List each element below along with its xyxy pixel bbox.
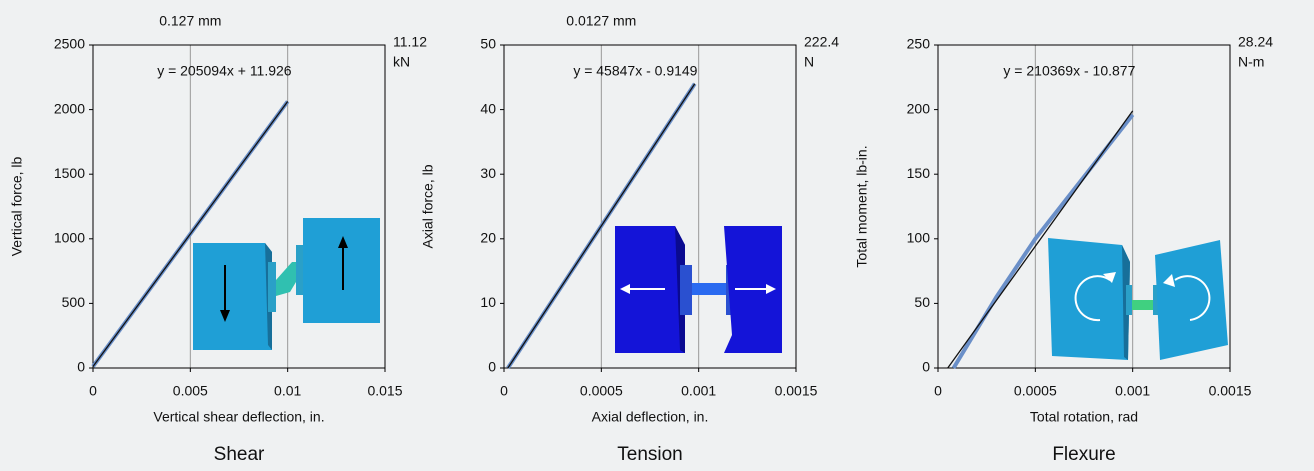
data-line [507,83,696,369]
right-annotation: 11.12 [393,34,427,50]
y-tick-label: 2000 [54,100,85,116]
plot-frame [92,44,386,369]
x-tick-label: 0.005 [173,383,208,399]
x-tick-label: 0.01 [274,383,301,399]
plot-frame [937,44,1231,369]
y-tick-label: 10 [480,294,496,310]
insets [193,218,1228,360]
y-tick-label: 30 [480,165,496,181]
x-tick-label: 0 [500,383,508,399]
right-annotation: N-m [1238,54,1264,70]
flexure-inset [1048,238,1228,360]
right-annotation: N [804,54,814,70]
y-tick-label: 0 [77,359,85,375]
data-line [947,110,1134,369]
y-axis-label: Vertical force, lb [9,156,25,256]
top-annotation: 0.0127 mm [566,13,636,29]
y-tick-label: 0 [488,359,496,375]
equation: y = 210369x - 10.877 [1003,63,1135,79]
y-tick-label: 1500 [54,165,85,181]
x-tick-label: 0.0015 [1209,383,1252,399]
y-axis-label: Axial force, lb [420,164,436,248]
x-tick-label: 0.001 [681,383,716,399]
data-line [92,101,289,367]
plot-frame [503,44,797,369]
shear-inset [193,218,380,350]
x-tick-label: 0 [89,383,97,399]
x-axis-label: Axial deflection, in. [592,409,709,425]
x-tick-label: 0.001 [1115,383,1150,399]
y-tick-label: 250 [907,36,931,52]
y-tick-label: 50 [480,36,496,52]
right-annotation: 28.24 [1238,34,1273,50]
x-tick-label: 0.0005 [580,383,623,399]
panel-caption: Flexure [1052,444,1115,465]
equation: y = 45847x - 0.9149 [573,63,697,79]
y-tick-label: 2500 [54,36,85,52]
y-tick-label: 0 [922,359,930,375]
right-annotation: 222.4 [804,34,839,50]
right-annotation: kN [393,54,410,70]
y-tick-label: 40 [480,100,496,116]
y-tick-label: 150 [907,165,931,181]
y-tick-label: 20 [480,230,496,246]
y-tick-label: 500 [62,294,86,310]
y-tick-label: 100 [907,230,931,246]
x-tick-label: 0 [934,383,942,399]
x-tick-label: 0.0015 [775,383,818,399]
tension-inset [615,226,782,353]
y-tick-label: 1000 [54,230,85,246]
x-axis-label: Vertical shear deflection, in. [153,409,324,425]
y-axis-label: Total moment, lb-in. [854,145,870,267]
top-annotation: 0.127 mm [159,13,221,29]
equation: y = 205094x + 11.926 [157,63,292,79]
panel-caption: Tension [617,444,683,465]
x-axis-label: Total rotation, rad [1030,409,1138,425]
x-tick-label: 0.0005 [1014,383,1057,399]
panel-caption: Shear [214,444,265,465]
y-tick-label: 50 [914,294,930,310]
x-tick-label: 0.015 [367,383,402,399]
data-line [951,113,1135,370]
y-tick-label: 200 [907,100,931,116]
